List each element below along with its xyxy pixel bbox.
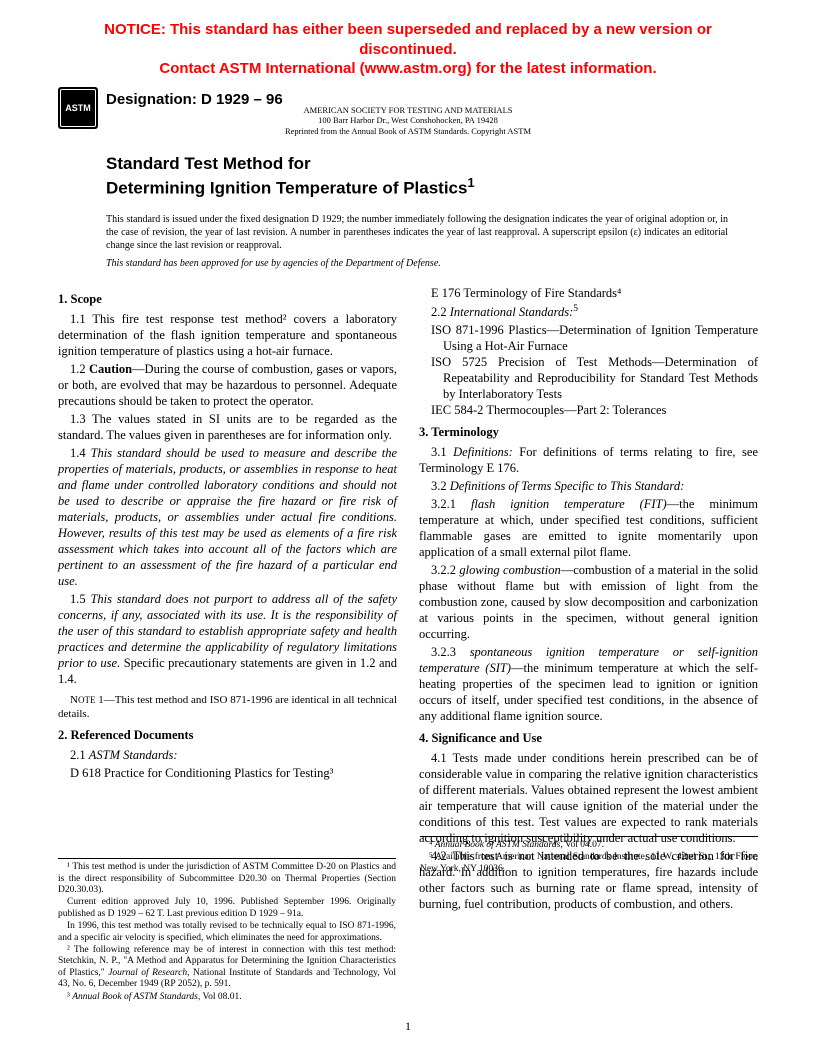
note-1: NOTE 1—This test method and ISO 871-1996… [58,693,397,721]
notice-line2: Contact ASTM International (www.astm.org… [159,60,656,77]
org-line3: Reprinted from the Annual Book of ASTM S… [285,126,531,136]
footnote-2: ² The following reference may be of inte… [58,945,396,991]
org-line2: 100 Barr Harbor Dr., West Conshohocken, … [318,115,498,125]
footnotes-right: ⁴ Annual Book of ASTM Standards, Vol 04.… [420,836,758,876]
footnote-1b: Current edition approved July 10, 1996. … [58,897,396,920]
p22-sup: 5 [573,304,578,314]
section-4-head: 4. Significance and Use [419,730,758,746]
page: NOTICE: This standard has either been su… [0,0,816,1056]
notice-line1: NOTICE: This standard has either been su… [104,21,712,58]
footnote-4: ⁴ Annual Book of ASTM Standards, Vol 04.… [420,840,758,851]
org-line1: AMERICAN SOCIETY FOR TESTING AND MATERIA… [304,105,513,115]
issuance-note: This standard is issued under the fixed … [106,213,728,252]
ref-iso5725: ISO 5725 Precision of Test Methods—Deter… [431,354,758,402]
p31-lbl: Definitions: [453,445,513,459]
section-2-head: 2. Referenced Documents [58,727,397,743]
p21-text: ASTM Standards: [89,748,178,762]
p32-num: 3.2 [431,479,450,493]
para-1-2: 1.2 Caution—During the course of combust… [58,361,397,409]
para-3-2-2: 3.2.2 glowing combustion—combustion of a… [419,562,758,642]
ref-iso871: ISO 871-1996 Plastics—Determination of I… [431,322,758,354]
para-1-3: 1.3 The values stated in SI units are to… [58,411,397,443]
title-line2: Determining Ignition Temperature of Plas… [106,175,758,199]
p15-num: 1.5 [70,592,90,606]
p321-num: 3.2.1 [431,497,471,511]
p322-num: 3.2.2 [431,563,459,577]
section-3-head: 3. Terminology [419,424,758,440]
footnotes-left: ¹ This test method is under the jurisdic… [58,858,396,1004]
p321-term: flash ignition temperature (FIT) [471,497,667,511]
fn2-b: Journal of Research [108,968,187,978]
p323-num: 3.2.3 [431,645,470,659]
designation: Designation: D 1929 – 96 [106,87,283,108]
p322-term: glowing combustion [459,563,560,577]
note-1-label: NOTE 1 [70,694,104,706]
fn3-c: , Vol 08.01. [198,992,242,1002]
p31-num: 3.1 [431,445,453,459]
fn4-c: , Vol 04.07. [560,840,604,850]
para-1-4: 1.4 This standard should be used to meas… [58,445,397,589]
footnote-5: ⁵ Available from American National Stand… [420,852,758,875]
p12-num: 1.2 [70,362,89,376]
footnote-1: ¹ This test method is under the jurisdic… [58,862,396,896]
logo-text: ASTM [65,103,91,113]
note-1-text: —This test method and ISO 871-1996 are i… [58,694,397,720]
p12-caution: Caution [89,362,132,376]
body-columns: 1. Scope 1.1 This fire test response tes… [58,285,758,914]
section-1-head: 1. Scope [58,291,397,307]
para-2-1: 2.1 ASTM Standards: [58,747,397,763]
para-3-2-1: 3.2.1 flash ignition temperature (FIT)—t… [419,496,758,560]
org-block: AMERICAN SOCIETY FOR TESTING AND MATERIA… [58,105,758,137]
approval-note: This standard has been approved for use … [106,258,758,269]
p22-text: International Standards: [450,305,574,319]
fn4-b: Annual Book of ASTM Standards [435,840,561,850]
page-number: 1 [0,1019,816,1034]
title-block: Standard Test Method for Determining Ign… [106,154,758,198]
para-2-2: 2.2 International Standards:5 [419,303,758,320]
footnote-3: ³ Annual Book of ASTM Standards, Vol 08.… [58,992,396,1003]
title-line2-text: Determining Ignition Temperature of Plas… [106,178,467,197]
para-3-1: 3.1 Definitions: For definitions of term… [419,444,758,476]
para-4-1: 4.1 Tests made under conditions herein p… [419,750,758,846]
title-line1: Standard Test Method for [106,154,758,174]
para-1-5: 1.5 This standard does not purport to ad… [58,591,397,687]
p14-num: 1.4 [70,446,91,460]
right-column: E 176 Terminology of Fire Standards⁴ 2.2… [419,285,758,914]
fn3-b: Annual Book of ASTM Standards [72,992,198,1002]
title-sup: 1 [467,175,474,190]
ref-e176: E 176 Terminology of Fire Standards⁴ [419,285,758,301]
astm-logo: ASTM [58,87,98,129]
p21-num: 2.1 [70,748,89,762]
notice-banner: NOTICE: This standard has either been su… [58,20,758,79]
left-column: 1. Scope 1.1 This fire test response tes… [58,285,397,914]
p22-num: 2.2 [431,305,450,319]
para-3-2-3: 3.2.3 spontaneous ignition temperature o… [419,644,758,724]
ref-d618: D 618 Practice for Conditioning Plastics… [58,765,397,781]
para-3-2: 3.2 Definitions of Terms Specific to Thi… [419,478,758,494]
p32-text: Definitions of Terms Specific to This St… [450,479,685,493]
footnote-1c: In 1996, this test method was totally re… [58,921,396,944]
p14-text: This standard should be used to measure … [58,446,397,588]
ref-iec: IEC 584-2 Thermocouples—Part 2: Toleranc… [431,402,758,418]
para-1-1: 1.1 This fire test response test method²… [58,311,397,359]
